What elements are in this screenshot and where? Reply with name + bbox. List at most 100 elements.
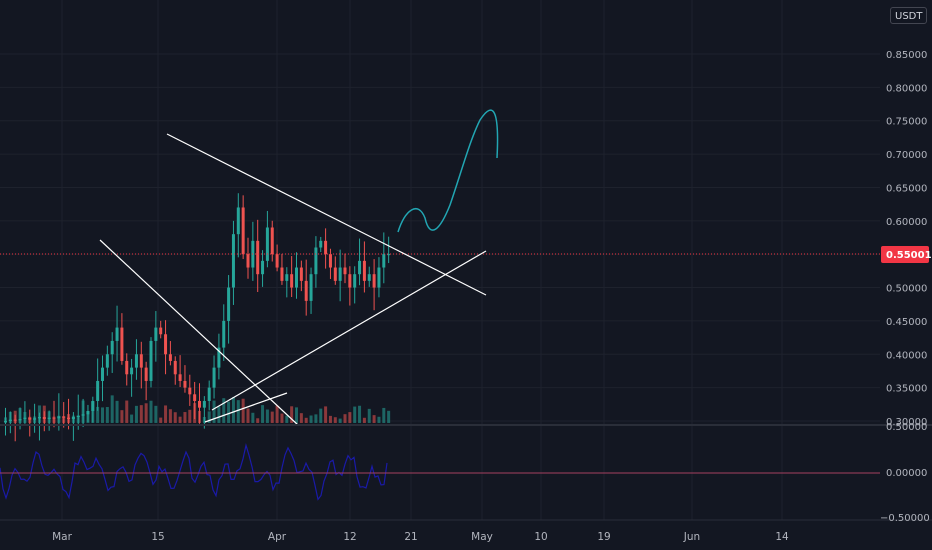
- volume-bar: [256, 418, 260, 423]
- candle-body: [183, 380, 187, 388]
- candle-body: [105, 354, 109, 368]
- volume-bar: [139, 405, 143, 423]
- candle-body: [236, 207, 240, 235]
- volume-bar: [338, 418, 342, 423]
- candle-body: [353, 274, 357, 288]
- price-axis-label: 0.30000: [886, 417, 927, 428]
- volume-bar: [134, 405, 138, 423]
- candle-body: [91, 400, 95, 411]
- candle-body: [382, 254, 386, 268]
- volume-bar: [105, 407, 109, 423]
- early-descending-trendline[interactable]: [99, 239, 299, 426]
- candle-body: [120, 327, 124, 361]
- candle-body: [101, 367, 104, 381]
- volume-bar: [231, 397, 235, 423]
- drawings-layer[interactable]: [99, 109, 499, 426]
- candle-body: [18, 418, 22, 421]
- volume-bar: [265, 409, 269, 423]
- price-axis-label: 0.50000: [886, 284, 927, 295]
- volume-bar: [314, 414, 318, 423]
- candle-body: [265, 227, 269, 261]
- volume-bar: [188, 409, 192, 423]
- price-axis-label: 0.80000: [886, 83, 927, 94]
- price-axis-label: 0.75000: [886, 117, 927, 128]
- time-axis-label: 12: [343, 531, 356, 543]
- volume-bar: [309, 415, 313, 423]
- candle-body: [241, 207, 245, 255]
- volume-bar: [304, 417, 308, 423]
- time-axis-label: Jun: [683, 531, 700, 543]
- candle-body: [52, 417, 56, 419]
- candle-body: [314, 247, 318, 275]
- candle-body: [164, 334, 168, 355]
- oscillator-line: [0, 443, 388, 501]
- volume-bar: [362, 417, 366, 423]
- candle-body: [227, 287, 231, 321]
- candle-body: [115, 327, 119, 341]
- candle-body: [149, 340, 153, 381]
- volume-bar: [212, 400, 216, 423]
- volume-bar: [372, 415, 376, 423]
- candle-body: [377, 267, 381, 288]
- volume-bar: [333, 417, 337, 423]
- time-axis-label: 10: [534, 531, 547, 543]
- price-axis-label: 0.40000: [886, 350, 927, 361]
- volume-bar: [367, 408, 371, 423]
- volume-bar: [101, 407, 104, 423]
- candle-body: [76, 415, 80, 417]
- volume-bar: [115, 400, 119, 423]
- volume-bar: [217, 406, 221, 423]
- volume-bar: [348, 412, 352, 423]
- candle-body: [168, 354, 172, 361]
- candle-body: [67, 417, 71, 419]
- candle-body: [4, 421, 7, 422]
- oscillator-series: [0, 443, 388, 501]
- volume-bar: [387, 410, 391, 423]
- candle-body: [207, 387, 211, 401]
- candle-body: [309, 274, 313, 301]
- volume-bar: [183, 412, 187, 423]
- candle-body: [198, 400, 201, 408]
- candle-body: [367, 274, 371, 281]
- candle-body: [86, 410, 90, 415]
- volume-bar: [154, 405, 158, 423]
- volume-bar: [149, 400, 153, 423]
- volume-bar: [377, 416, 381, 423]
- candlestick-series: [4, 193, 391, 442]
- ascending-trendline-lower[interactable]: [211, 250, 487, 411]
- candle-body: [193, 394, 197, 401]
- price-axis-label: 0.85000: [886, 50, 927, 61]
- candle-body: [188, 387, 192, 395]
- candle-body: [324, 240, 328, 255]
- candle-body: [28, 417, 32, 420]
- price-axis-label: 0.60000: [886, 217, 927, 228]
- oscillator-axis[interactable]: 0.50000 0.00000 −0.50000: [880, 422, 930, 524]
- volume-bar: [285, 415, 289, 423]
- volume-bar: [236, 400, 240, 423]
- candle-body: [338, 267, 342, 281]
- volume-bar: [241, 398, 245, 423]
- time-axis-label: 21: [404, 531, 417, 543]
- projection-arrow-path[interactable]: [397, 109, 499, 233]
- candle-body: [173, 360, 177, 375]
- candle-body: [212, 367, 216, 388]
- time-axis-label: 15: [151, 531, 164, 543]
- candle-body: [42, 416, 46, 419]
- time-axis[interactable]: Mar 15 Apr 12 21 May 10 19 Jun 14: [52, 531, 789, 543]
- candle-body: [144, 367, 148, 381]
- price-axis[interactable]: 0.85000 0.80000 0.75000 0.70000 0.65000 0.600…: [886, 50, 927, 428]
- candle-body: [328, 254, 332, 268]
- volume-bar: [353, 406, 357, 423]
- oscillator-axis-label: 0.50000: [886, 422, 927, 433]
- candle-body: [96, 380, 100, 401]
- short-support-line[interactable]: [204, 392, 288, 423]
- volume-bar: [295, 407, 298, 423]
- currency-unit-button[interactable]: USDT: [890, 7, 928, 24]
- descending-trendline-upper[interactable]: [166, 133, 487, 296]
- candle-body: [222, 320, 226, 348]
- volume-bar: [110, 395, 114, 423]
- volume-bar: [382, 407, 386, 423]
- volume-bar: [159, 417, 163, 423]
- volume-bar: [173, 412, 177, 423]
